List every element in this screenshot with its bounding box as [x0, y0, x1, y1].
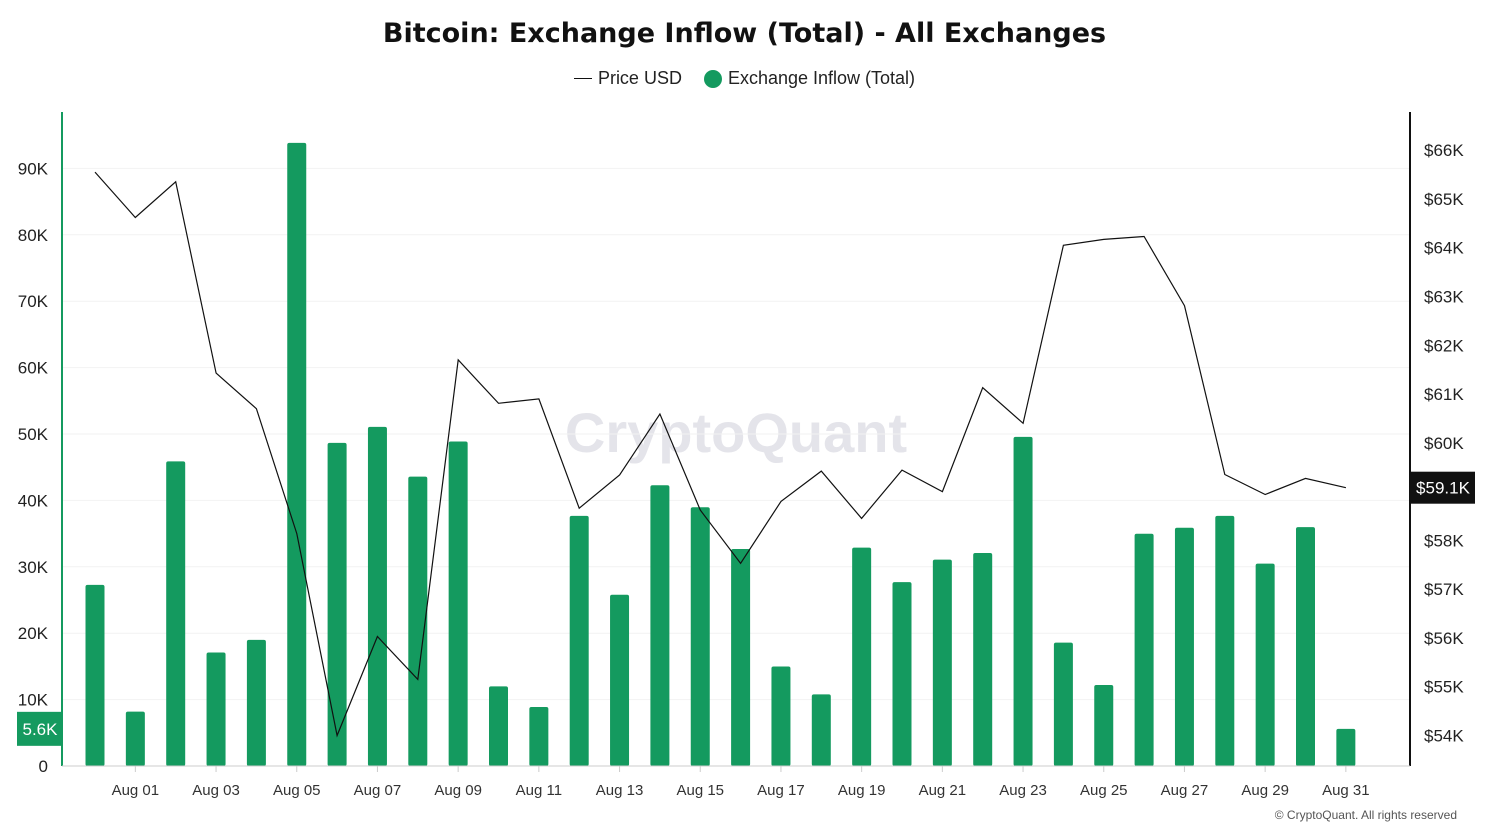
- y-left-tick-label: 20K: [18, 624, 49, 643]
- y-right-tick-label: $54K: [1424, 727, 1464, 746]
- bar: [408, 476, 428, 766]
- left-value-badge-text: 5.6K: [23, 720, 59, 739]
- bar: [1336, 728, 1356, 766]
- legend-item-price[interactable]: Price USD: [573, 68, 682, 89]
- bar: [771, 666, 791, 766]
- x-tick-label: Aug 03: [192, 782, 240, 799]
- x-tick-label: Aug 19: [838, 782, 886, 799]
- watermark: CryptoQuant: [565, 401, 907, 464]
- y-right-tick-label: $56K: [1424, 629, 1464, 648]
- y-left-tick-label: 80K: [18, 226, 49, 245]
- bar: [973, 552, 993, 766]
- legend-line-icon: [573, 78, 592, 79]
- bar: [529, 706, 549, 766]
- x-tick-label: Aug 09: [434, 782, 482, 799]
- x-tick-label: Aug 31: [1322, 782, 1370, 799]
- bar: [489, 686, 508, 766]
- bar: [1134, 533, 1154, 766]
- y-left-tick-label: 90K: [18, 159, 49, 178]
- bar: [327, 442, 347, 766]
- y-right-tick-label: $60K: [1424, 434, 1464, 453]
- x-tick-label: Aug 27: [1161, 782, 1209, 799]
- bar: [1215, 515, 1235, 766]
- copyright-footer: © CryptoQuant. All rights reserved: [1274, 808, 1457, 822]
- x-tick-label: Aug 11: [516, 782, 562, 799]
- bar: [1094, 685, 1114, 766]
- bar: [690, 507, 710, 766]
- legend-label-inflow: Exchange Inflow (Total): [727, 68, 916, 88]
- bar: [569, 515, 589, 766]
- x-tick-label: Aug 21: [919, 782, 967, 799]
- bar: [1013, 436, 1033, 766]
- bar: [610, 594, 630, 766]
- bar: [246, 639, 266, 766]
- x-tick-label: Aug 15: [676, 782, 724, 799]
- right-value-badge-text: $59.1K: [1416, 479, 1471, 498]
- x-tick-label: Aug 29: [1241, 782, 1289, 799]
- y-left-tick-label: 30K: [18, 558, 49, 577]
- legend-label-price: Price USD: [597, 68, 682, 88]
- legend-item-inflow[interactable]: Exchange Inflow (Total): [703, 68, 916, 89]
- bar: [1296, 527, 1315, 766]
- bar: [1255, 563, 1275, 766]
- y-right-tick-label: $65K: [1424, 190, 1464, 209]
- bar: [85, 584, 105, 766]
- bar: [650, 485, 670, 766]
- bar: [367, 426, 387, 766]
- price-line: [94, 171, 1347, 738]
- x-tick-label: Aug 17: [757, 782, 805, 799]
- y-right-tick-label: $64K: [1424, 239, 1464, 258]
- y-left-tick-label: 60K: [18, 359, 49, 378]
- y-right-tick-label: $58K: [1424, 531, 1464, 550]
- bar: [731, 549, 751, 766]
- y-left-tick-label: 70K: [18, 292, 49, 311]
- bar: [932, 559, 952, 766]
- x-tick-label: Aug 01: [112, 782, 160, 799]
- bar: [287, 142, 307, 767]
- bar: [1174, 527, 1194, 766]
- left-value-badge: [17, 711, 62, 746]
- x-tick-label: Aug 25: [1080, 782, 1128, 799]
- x-tick-label: Aug 13: [596, 782, 644, 799]
- y-right-tick-label: $61K: [1424, 385, 1464, 404]
- legend-dot-icon: [703, 69, 722, 88]
- x-tick-label: Aug 23: [999, 782, 1047, 799]
- y-left-tick-label: 0: [39, 757, 48, 776]
- y-left-tick-label: 40K: [18, 491, 49, 510]
- y-right-tick-label: $55K: [1424, 678, 1464, 697]
- bar: [811, 694, 831, 766]
- legend: Price USD Exchange Inflow (Total): [0, 68, 1489, 89]
- y-right-tick-label: $57K: [1424, 580, 1464, 599]
- right-value-badge: [1411, 471, 1475, 504]
- y-right-tick-label: $63K: [1424, 287, 1464, 306]
- bar: [1053, 642, 1073, 766]
- y-right-tick-label: $66K: [1424, 141, 1464, 160]
- bar: [892, 582, 912, 766]
- chart-title: Bitcoin: Exchange Inflow (Total) - All E…: [382, 18, 1107, 49]
- bar: [206, 652, 226, 766]
- y-right-tick-label: $62K: [1424, 336, 1464, 355]
- x-tick-label: Aug 05: [273, 782, 321, 799]
- y-left-tick-label: 10K: [18, 691, 49, 710]
- bar: [448, 441, 468, 766]
- y-left-tick-label: 50K: [18, 425, 49, 444]
- bar: [852, 547, 872, 766]
- bar: [125, 711, 145, 766]
- x-tick-label: Aug 07: [354, 782, 402, 799]
- bar: [166, 461, 186, 766]
